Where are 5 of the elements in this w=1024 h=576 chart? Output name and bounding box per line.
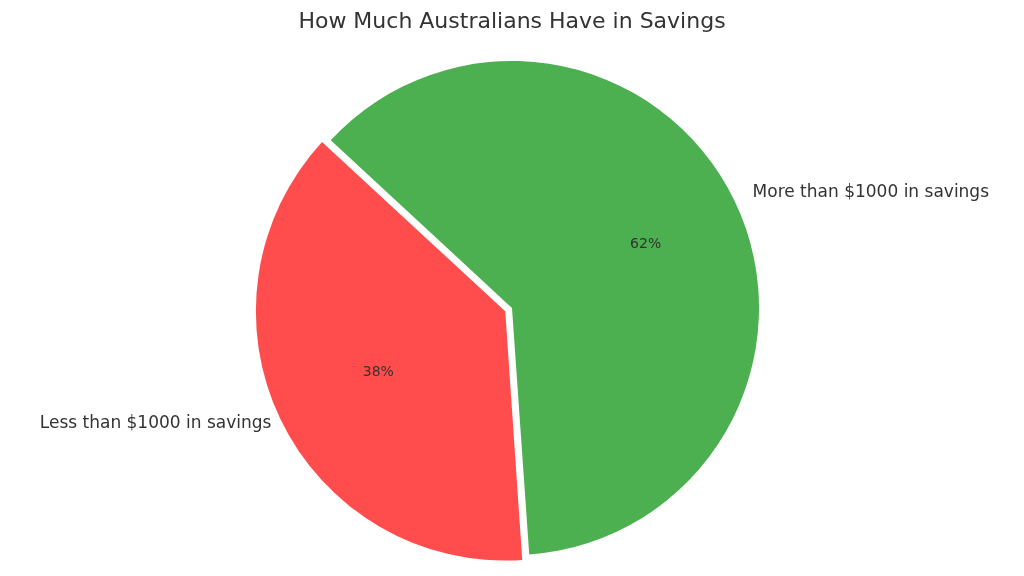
slice-label: More than $1000 in savings (752, 181, 990, 202)
slice-label: Less than $1000 in savings (39, 411, 272, 432)
data-label: 62% (630, 234, 662, 251)
data-label: 38% (362, 362, 394, 379)
chart-title: How Much Australians Have in Savings (297, 7, 727, 35)
